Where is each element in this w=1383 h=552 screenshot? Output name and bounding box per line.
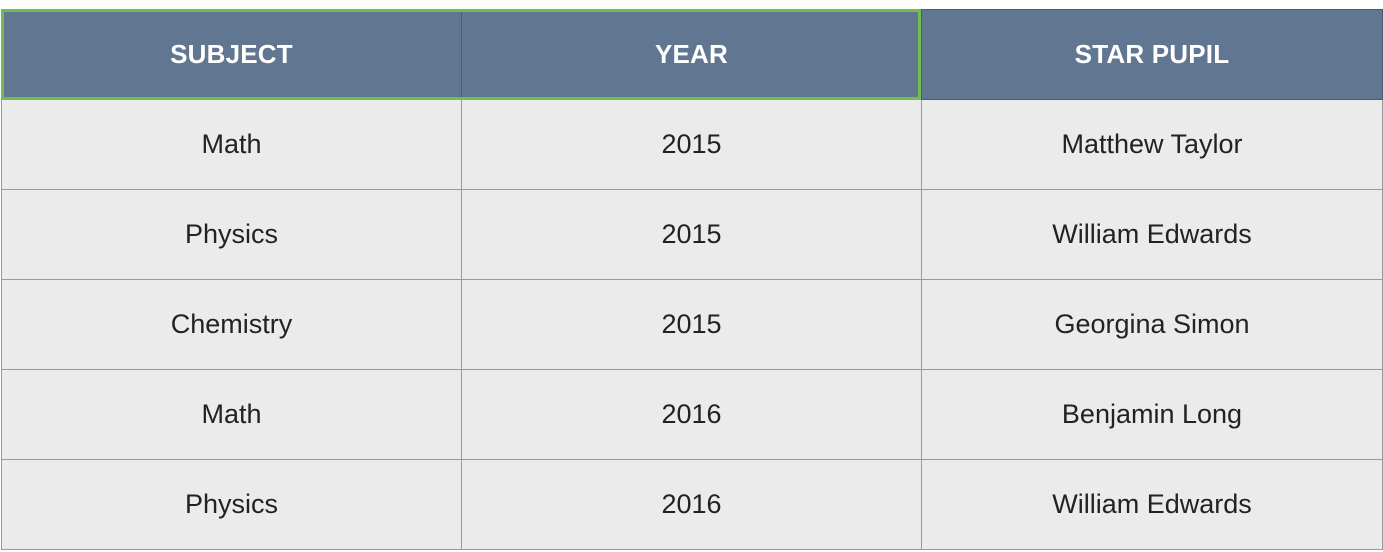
cell-star-pupil[interactable]: Benjamin Long [921, 369, 1383, 460]
cell-year[interactable]: 2016 [461, 369, 922, 460]
cell-subject[interactable]: Physics [1, 459, 462, 550]
cell-star-pupil[interactable]: Matthew Taylor [921, 99, 1383, 190]
header-star-pupil[interactable]: STAR PUPIL [921, 9, 1383, 100]
cell-subject[interactable]: Math [1, 99, 462, 190]
header-subject[interactable]: SUBJECT [1, 9, 462, 100]
cell-star-pupil[interactable]: Georgina Simon [921, 279, 1383, 370]
cell-subject[interactable]: Chemistry [1, 279, 462, 370]
cell-year[interactable]: 2015 [461, 279, 922, 370]
cell-star-pupil[interactable]: William Edwards [921, 459, 1383, 550]
table-row: Physics 2015 William Edwards [1, 189, 1383, 280]
cell-star-pupil[interactable]: William Edwards [921, 189, 1383, 280]
star-pupil-table: SUBJECT YEAR STAR PUPIL Math 2015 Matthe… [1, 9, 1383, 550]
cell-year[interactable]: 2016 [461, 459, 922, 550]
header-year[interactable]: YEAR [461, 9, 922, 100]
cell-subject[interactable]: Physics [1, 189, 462, 280]
table-row: Math 2015 Matthew Taylor [1, 99, 1383, 190]
header-row: SUBJECT YEAR STAR PUPIL [1, 9, 1383, 100]
table-row: Physics 2016 William Edwards [1, 459, 1383, 550]
cell-subject[interactable]: Math [1, 369, 462, 460]
table-row: Math 2016 Benjamin Long [1, 369, 1383, 460]
table-row: Chemistry 2015 Georgina Simon [1, 279, 1383, 370]
cell-year[interactable]: 2015 [461, 189, 922, 280]
cell-year[interactable]: 2015 [461, 99, 922, 190]
